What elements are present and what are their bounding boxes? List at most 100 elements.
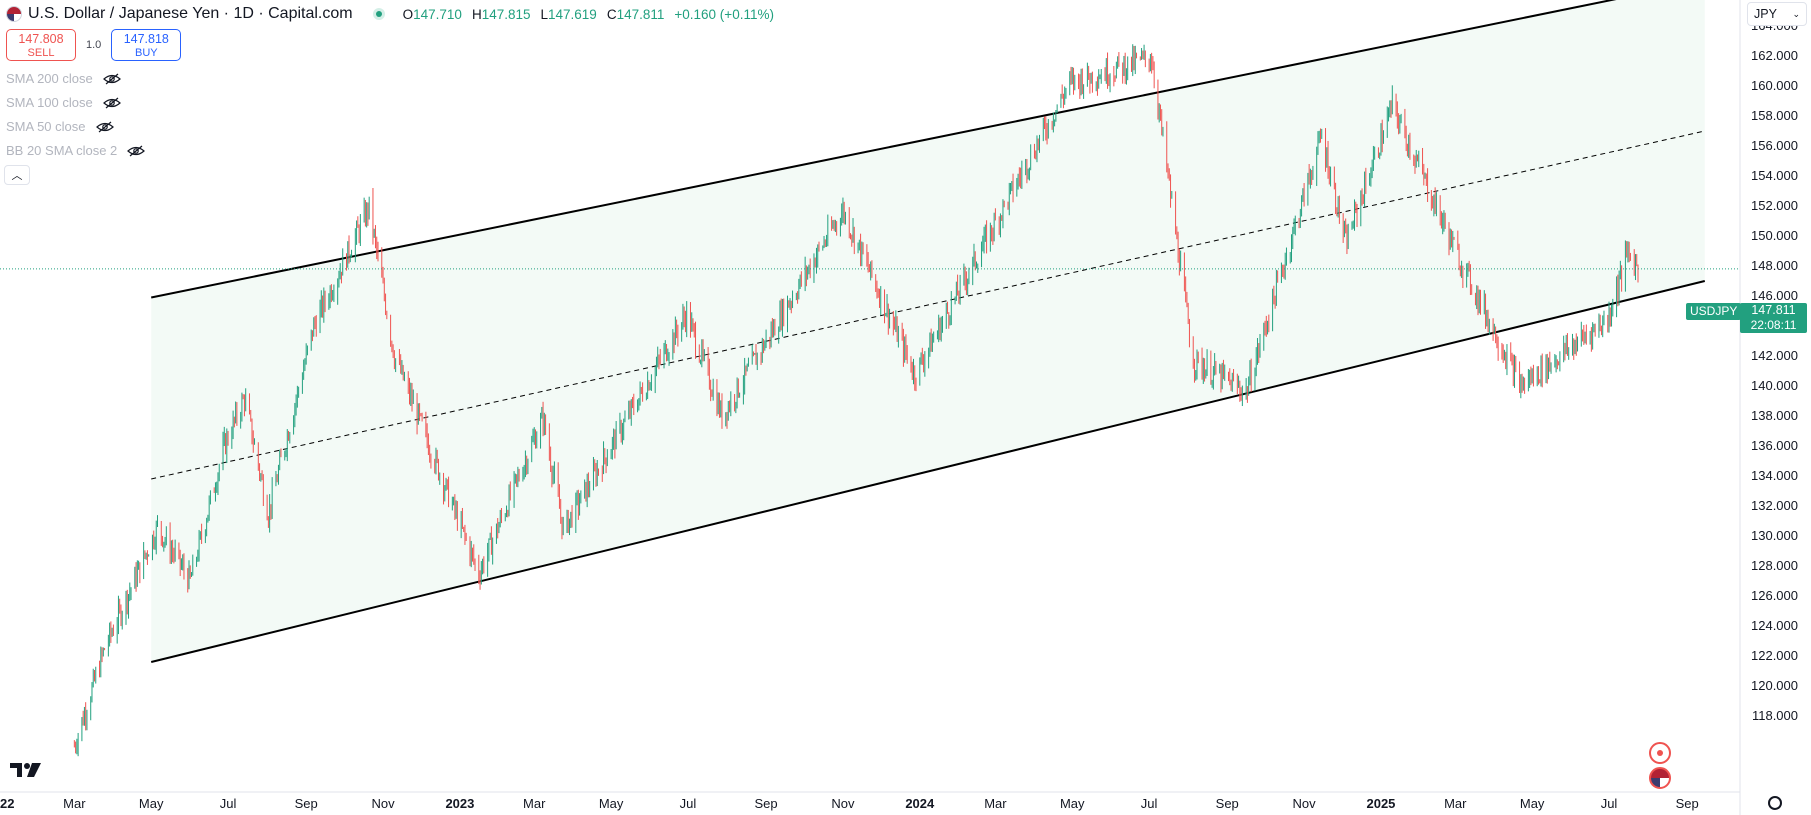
time-tick-label: Mar: [523, 796, 546, 811]
us-flag-icon: [6, 6, 22, 22]
indicator-label: BB 20 SMA close 2: [6, 143, 118, 158]
price-tick-label: 148.000: [1751, 258, 1798, 273]
price-tick-label: 162.000: [1751, 48, 1798, 63]
eye-hidden-icon[interactable]: [102, 97, 121, 109]
close-key: C: [606, 6, 617, 22]
time-tick-label: May: [139, 796, 164, 811]
high-key: H: [471, 6, 482, 22]
price-tick-label: 152.000: [1751, 198, 1798, 213]
ohlc-readout: O147.710 H147.815 L147.619 C147.811 +0.1…: [403, 7, 774, 22]
price-tick-label: 126.000: [1751, 588, 1798, 603]
market-open-status-icon: [372, 8, 385, 20]
indicator-sma-50[interactable]: SMA 50 close: [6, 119, 114, 134]
channel-median-line: [151, 130, 1705, 480]
sell-button[interactable]: 147.808 SELL: [6, 29, 76, 61]
price-tick-label: 154.000: [1751, 168, 1798, 183]
price-tick-label: 136.000: [1751, 438, 1798, 453]
chevron-up-icon: ︿: [11, 170, 23, 182]
price-tick-label: 134.000: [1751, 468, 1798, 483]
low-key: L: [540, 6, 549, 22]
time-tick-label: Sep: [1676, 796, 1699, 811]
indicator-bollinger-bands[interactable]: BB 20 SMA close 2: [6, 143, 146, 158]
price-tick-label: 128.000: [1751, 558, 1798, 573]
time-tick-label: Sep: [755, 796, 778, 811]
price-tick-label: 150.000: [1751, 228, 1798, 243]
price-tick-label: 122.000: [1751, 648, 1798, 663]
change-value: +0.160 (+0.11%): [674, 6, 774, 22]
time-tick-label: 2024: [905, 796, 935, 811]
time-tick-label: Mar: [63, 796, 86, 811]
price-tick-label: 120.000: [1751, 678, 1798, 693]
price-tick-label: 142.000: [1751, 348, 1798, 363]
price-tick-label: 158.000: [1751, 108, 1798, 123]
candlestick-series: [73, 44, 1639, 757]
chart-header: U.S. Dollar / Japanese Yen · 1D · Capita…: [0, 0, 774, 28]
time-tick-label: 2025: [1366, 796, 1395, 811]
sell-label: SELL: [27, 47, 55, 59]
bar-countdown: 22:08:11: [1750, 318, 1797, 332]
price-tick-label: 140.000: [1751, 378, 1798, 393]
time-axis[interactable]: 2022 Mar May Jul Sep Nov 2023 Mar May Jul Sep Nov 20…: [0, 796, 1699, 811]
high-value: 147.815: [481, 6, 531, 22]
price-tick-label: 130.000: [1751, 528, 1798, 543]
time-tick-label: Jul: [680, 796, 697, 811]
sell-price: 147.808: [18, 32, 64, 46]
buy-price: 147.818: [123, 32, 169, 46]
time-tick-label: Nov: [831, 796, 855, 811]
spread-value: 1.0: [86, 39, 102, 51]
eye-hidden-icon[interactable]: [127, 145, 146, 157]
price-tick-label: 156.000: [1751, 138, 1798, 153]
currency-label: JPY: [1754, 7, 1777, 21]
last-price-label: 147.811 22:08:11: [1740, 303, 1807, 333]
time-tick-label: Sep: [1216, 796, 1239, 811]
us-flag-icon[interactable]: [1649, 767, 1671, 789]
tradingview-logo-icon[interactable]: [10, 762, 42, 778]
buy-label: BUY: [134, 47, 158, 59]
time-tick-label: 2022: [0, 796, 14, 811]
chevron-down-icon: ⌄: [1792, 8, 1800, 19]
eye-hidden-icon[interactable]: [102, 73, 121, 85]
price-tick-label: 146.000: [1751, 288, 1798, 303]
last-price-value: 147.811: [1751, 303, 1796, 317]
time-tick-label: Mar: [984, 796, 1007, 811]
currency-selector[interactable]: JPY ⌄: [1747, 2, 1807, 26]
time-tick-label: May: [599, 796, 624, 811]
time-tick-label: Nov: [371, 796, 395, 811]
buy-button[interactable]: 147.818 BUY: [111, 29, 182, 61]
indicator-sma-200[interactable]: SMA 200 close: [6, 71, 121, 86]
indicator-sma-100[interactable]: SMA 100 close: [6, 95, 121, 110]
open-value: 147.710: [413, 6, 462, 22]
price-tick-label: 124.000: [1751, 618, 1798, 633]
symbol-price-label: USDJPY: [1686, 303, 1742, 320]
price-tick-label: 138.000: [1751, 408, 1798, 423]
parallel-channel[interactable]: [150, 0, 1706, 663]
open-key: O: [402, 6, 414, 22]
channel-upper-line: [151, 0, 1617, 299]
time-tick-label: Jul: [1601, 796, 1618, 811]
time-tick-label: Jul: [1141, 796, 1158, 811]
indicator-label: SMA 200 close: [6, 71, 93, 86]
time-tick-label: May: [1060, 796, 1085, 811]
indicator-label: SMA 100 close: [6, 95, 93, 110]
trade-panel: 147.808 SELL 1.0 147.818 BUY: [6, 29, 182, 61]
collapse-legend-button[interactable]: ︿: [4, 165, 30, 185]
symbol-title[interactable]: U.S. Dollar / Japanese Yen · 1D · Capita…: [28, 5, 353, 22]
price-tick-label: 160.000: [1751, 78, 1798, 93]
close-value: 147.811: [616, 6, 665, 22]
time-tick-label: Jul: [220, 796, 237, 811]
price-tick-label: 118.000: [1752, 708, 1798, 723]
settings-gear-icon[interactable]: [1768, 796, 1782, 810]
price-tick-label: 132.000: [1751, 498, 1798, 513]
target-icon[interactable]: [1649, 742, 1671, 764]
channel-lower-line: [150, 280, 1706, 663]
time-tick-label: Nov: [1293, 796, 1317, 811]
time-tick-label: May: [1520, 796, 1545, 811]
low-value: 147.619: [548, 6, 597, 22]
time-tick-label: Mar: [1444, 796, 1467, 811]
time-tick-label: Sep: [295, 796, 318, 811]
time-tick-label: 2023: [445, 796, 474, 811]
price-axis[interactable]: 118.000 120.000 122.000 124.000 126.000 128.0…: [1751, 18, 1798, 723]
indicator-label: SMA 50 close: [6, 119, 86, 134]
eye-hidden-icon[interactable]: [95, 121, 114, 133]
